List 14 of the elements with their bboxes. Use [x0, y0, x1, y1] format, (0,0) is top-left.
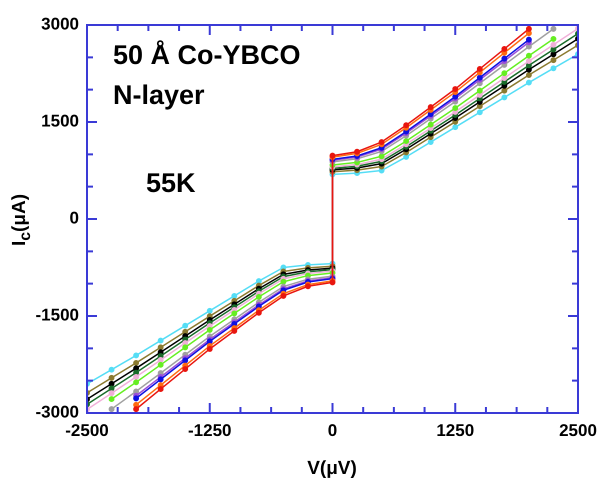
y-tick-label: 0 [70, 208, 79, 228]
x-axis-title: V(μV) [307, 458, 357, 480]
x-tick-label: -1250 [188, 420, 232, 440]
x-tick-label: 1250 [436, 420, 474, 440]
y-tick-label: 3000 [41, 14, 79, 34]
x-tick-label: -2500 [65, 420, 109, 440]
y-tick-label: -3000 [36, 402, 79, 422]
annotation: 50 Å Co-YBCO [113, 40, 301, 71]
x-tick-label: 0 [328, 420, 338, 440]
annotation: 55K [146, 168, 196, 199]
y-tick-label: 1500 [41, 112, 79, 131]
y-tick-label: -1500 [36, 306, 79, 325]
annotation: N-layer [113, 80, 205, 111]
x-tick-label: 2500 [559, 420, 597, 440]
